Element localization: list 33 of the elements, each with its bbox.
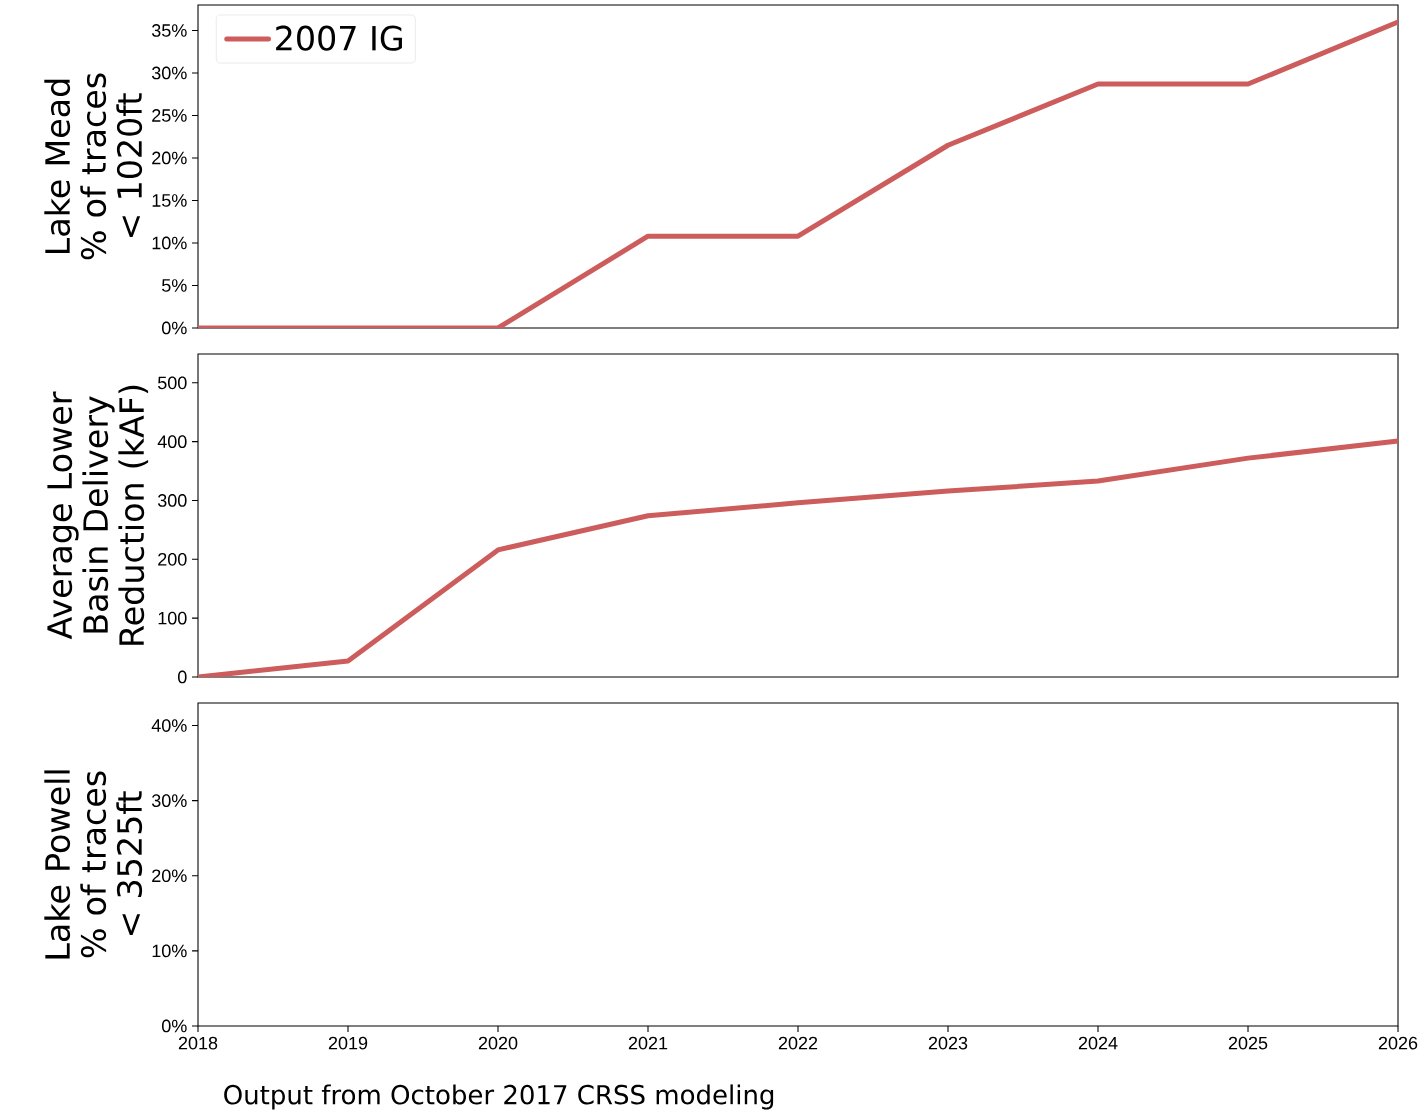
- y-tick-label: 15%: [152, 194, 187, 207]
- y-tick-label: 20%: [152, 151, 187, 165]
- y-tick-label: 40%: [151, 719, 187, 732]
- y-tick-label: 0%: [162, 321, 187, 335]
- y-tick-label: 30%: [151, 66, 187, 80]
- y-tick-label: 100: [158, 611, 187, 625]
- y-tick-label: 35%: [151, 24, 187, 37]
- y-tick-label: 30%: [151, 794, 187, 808]
- y-tick-label: 0%: [162, 1019, 187, 1033]
- y-tick-label: 200: [158, 552, 187, 566]
- y-tick-label: 300: [157, 494, 187, 507]
- x-tick-label: 2021: [628, 1036, 668, 1050]
- y-axis-title: Lake Powell % of traces < 3525ft: [44, 770, 143, 959]
- text: Output from October 2017 CRSS modeling: [224, 1084, 774, 1110]
- x-tick-label: 2026: [1378, 1036, 1418, 1050]
- x-tick-label: 2023: [928, 1036, 968, 1050]
- x-tick-label: 2024: [1078, 1036, 1118, 1050]
- y-tick-label: 10%: [152, 944, 187, 958]
- y-tick-label: 25%: [152, 109, 187, 122]
- y-tick-label: 500: [157, 376, 187, 390]
- y-tick-label: 400: [157, 435, 187, 449]
- x-tick-label: 2022: [778, 1036, 818, 1050]
- y-tick-label: 10%: [152, 236, 187, 250]
- y-tick-label: 5%: [162, 279, 187, 292]
- x-tick-label: 2018: [178, 1036, 218, 1050]
- x-tick-label: 2020: [478, 1036, 518, 1050]
- y-tick-label: 0: [178, 670, 187, 684]
- legend-label: 2007 IG: [276, 25, 402, 51]
- y-tick-label: 20%: [152, 869, 187, 883]
- x-tick-label: 2019: [328, 1036, 368, 1050]
- x-tick-label: 2025: [1228, 1036, 1268, 1050]
- y-axis-title: Lake Mead % of traces < 1020ft: [44, 73, 143, 260]
- y-axis-title: Average Lower Basin Delivery Reduction (kAF): [47, 385, 149, 645]
